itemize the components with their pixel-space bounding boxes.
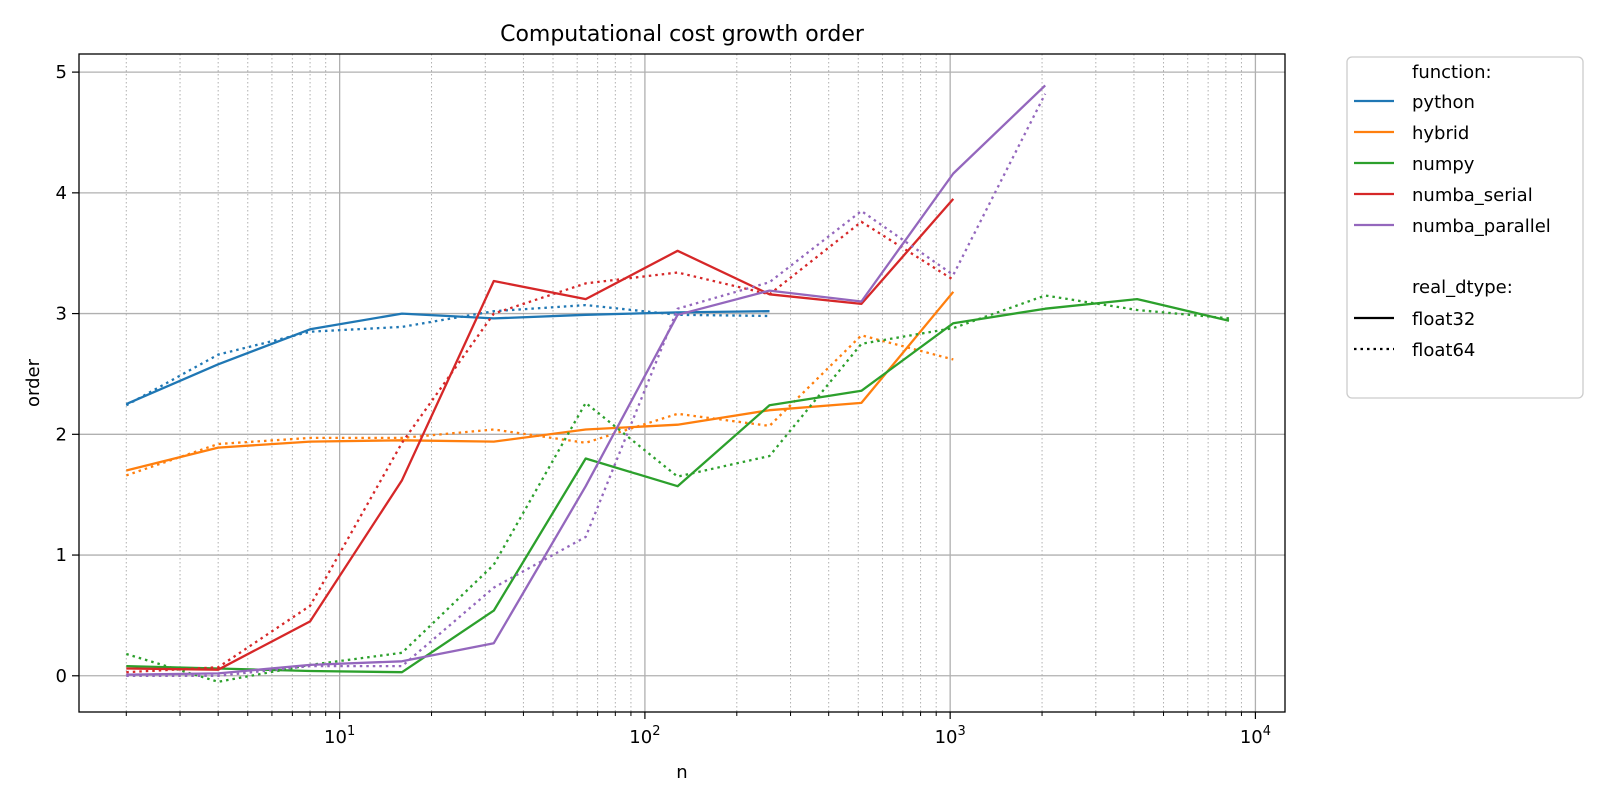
y-tick-label: 0 xyxy=(56,666,67,687)
x-tick-base: 10 xyxy=(935,727,958,748)
series-line-numpy-float64 xyxy=(125,294,1230,683)
x-tick-base: 10 xyxy=(629,727,652,748)
plot-frame xyxy=(78,53,1286,713)
series-line-numba_parallel-float32 xyxy=(126,84,1046,676)
y-tick-label: 3 xyxy=(56,304,67,325)
chart-title: Computational cost growth order xyxy=(500,22,865,47)
legend-box xyxy=(1346,56,1584,399)
x-tick-base: 10 xyxy=(324,727,347,748)
series-lines xyxy=(125,84,1230,683)
y-tick-label: 1 xyxy=(56,545,67,566)
series-line-numba_parallel-float64 xyxy=(126,93,1047,677)
x-axis-label: n xyxy=(676,762,687,783)
grid xyxy=(79,54,1285,712)
legend-dtype-title: real_dtype: xyxy=(1412,277,1513,298)
x-tick-exponent: 2 xyxy=(652,724,660,739)
x-tick-exponent: 3 xyxy=(957,724,965,739)
x-tick-exponent: 4 xyxy=(1263,724,1271,739)
legend-label-numba_parallel: numba_parallel xyxy=(1412,216,1551,237)
x-tick-base: 10 xyxy=(1240,727,1263,748)
series-line-numpy-float32 xyxy=(126,297,1230,674)
series-line-hybrid-float64 xyxy=(125,334,954,477)
y-tick-label: 4 xyxy=(56,183,67,204)
legend-label-numba_serial: numba_serial xyxy=(1412,185,1533,206)
y-tick-label: 5 xyxy=(56,62,67,83)
x-tick-exponent: 1 xyxy=(347,724,355,739)
legend-label-float32: float32 xyxy=(1412,309,1475,330)
series-line-numba_serial-float32 xyxy=(126,198,955,671)
x-tick-label: 102 xyxy=(629,724,660,748)
x-tick-label: 103 xyxy=(935,724,966,748)
legend-function-title: function: xyxy=(1412,62,1492,83)
y-tick-label: 2 xyxy=(56,424,67,445)
legend-label-numpy: numpy xyxy=(1412,154,1475,175)
x-tick-label: 104 xyxy=(1240,724,1271,748)
legend-label-python: python xyxy=(1412,92,1475,113)
legend-label-float64: float64 xyxy=(1412,340,1475,361)
legend: function: python hybrid numpy numba_serialn… xyxy=(1346,56,1584,399)
series-line-python-float64 xyxy=(125,303,770,407)
x-tick-label: 101 xyxy=(324,724,355,748)
legend-label-hybrid: hybrid xyxy=(1412,123,1469,144)
legend-dtype-entries: float32 float64 xyxy=(1354,309,1475,361)
y-axis-label: order xyxy=(23,358,44,407)
legend-function-entries: python hybrid numpy numba_serial numba_paral… xyxy=(1354,92,1551,237)
series-line-hybrid-float32 xyxy=(126,291,955,472)
